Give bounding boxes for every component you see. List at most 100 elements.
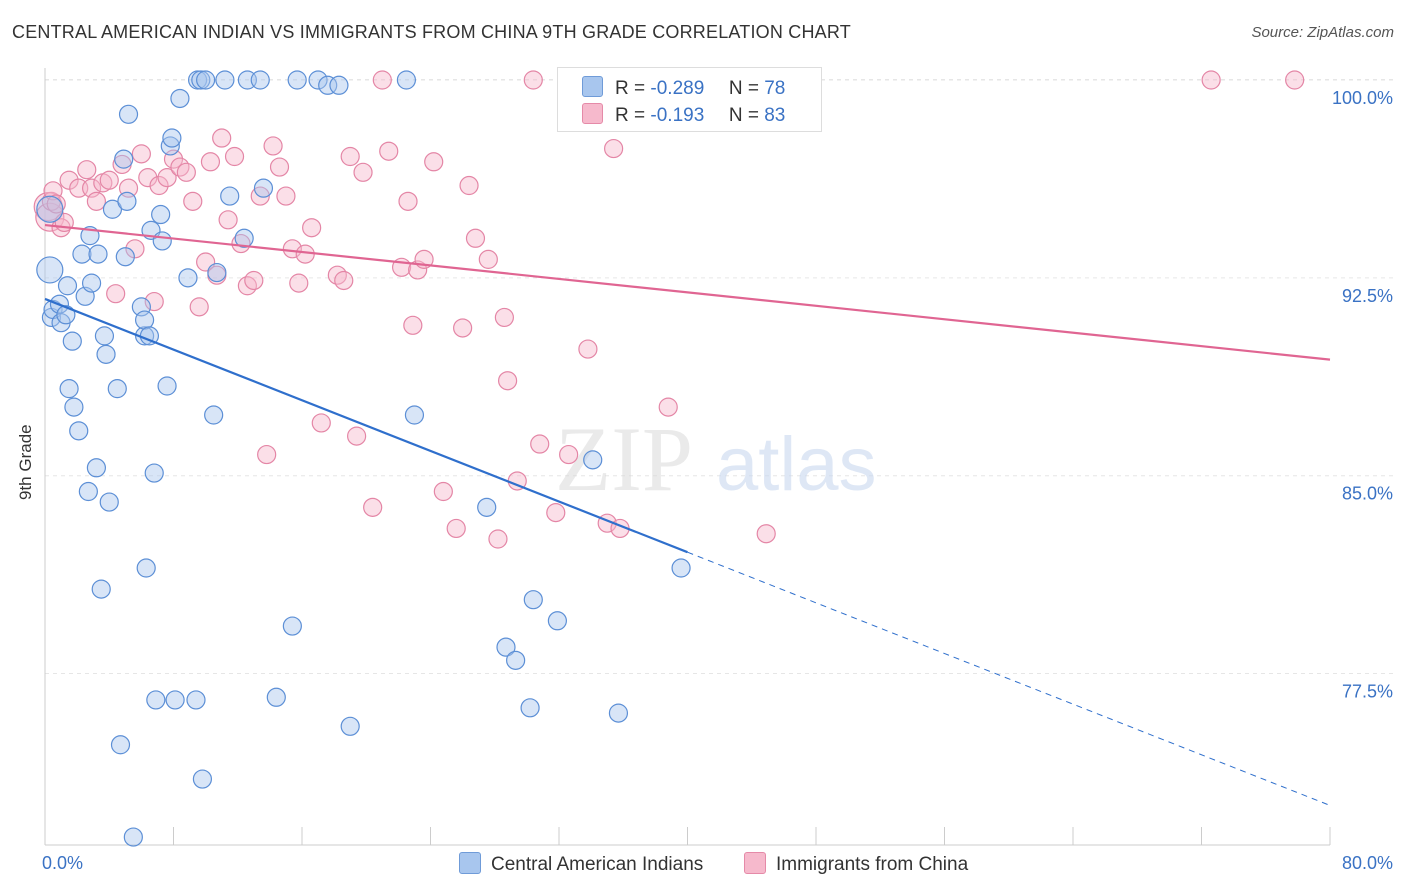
data-point <box>170 157 190 177</box>
data-point <box>204 405 224 425</box>
legend-label-cai: Central American Indians <box>491 854 704 875</box>
data-point <box>64 397 84 417</box>
data-point <box>36 195 64 223</box>
trend-line-cai-extension <box>687 551 1331 806</box>
data-point <box>96 344 116 364</box>
legend-swatch-china <box>744 852 766 874</box>
trend-line-cai <box>44 297 688 554</box>
data-point <box>131 144 151 164</box>
data-point <box>488 529 508 549</box>
data-point <box>86 191 107 211</box>
data-point <box>327 265 347 285</box>
data-point <box>224 146 245 167</box>
data-point <box>86 458 107 478</box>
data-point <box>379 141 399 161</box>
trend-line-china <box>44 223 1331 361</box>
data-point <box>196 70 216 90</box>
data-point <box>372 70 392 90</box>
data-point <box>234 228 254 248</box>
data-point <box>340 146 360 167</box>
data-point <box>136 558 156 578</box>
r-label: R = <box>615 105 646 126</box>
data-point <box>658 397 678 417</box>
legend-swatch-china <box>582 103 603 124</box>
data-point <box>403 315 423 335</box>
data-point <box>157 376 177 396</box>
source-label: Source: ZipAtlas.com <box>1251 24 1394 41</box>
series-cai-points <box>36 70 691 847</box>
n-label: N = <box>728 78 759 99</box>
data-point <box>237 276 257 296</box>
y-tick-label: 92.5% <box>1342 286 1393 306</box>
data-point <box>115 247 135 267</box>
watermark: ZIP atlas <box>555 408 877 510</box>
data-point <box>69 421 89 441</box>
data-point <box>207 262 227 283</box>
data-point <box>35 202 65 232</box>
y-tick-labels: 77.5% 85.0% 92.5% 100.0% <box>1332 88 1393 702</box>
data-point <box>523 590 543 610</box>
data-point <box>506 650 526 670</box>
data-point <box>523 70 543 90</box>
legend-swatch-cai <box>459 852 481 874</box>
data-point <box>56 305 76 325</box>
legend-item-cai: Central American Indians <box>459 852 703 876</box>
x-tick-labels: 0.0% 80.0% <box>42 853 1393 873</box>
data-point <box>220 186 240 206</box>
stats-row-cai: R = -0.289 N = 78 <box>582 76 785 100</box>
data-point <box>102 199 123 219</box>
data-point <box>62 331 82 351</box>
data-point <box>160 136 180 156</box>
r-label: R = <box>615 78 646 99</box>
data-point <box>212 128 232 148</box>
data-point <box>308 70 328 90</box>
data-point <box>144 463 164 483</box>
data-point <box>138 168 158 188</box>
data-point <box>494 307 514 328</box>
data-point <box>353 162 373 182</box>
data-point <box>99 492 119 512</box>
data-point <box>77 160 97 180</box>
y-axis-label: 9th Grade <box>16 424 35 500</box>
data-point <box>215 70 235 90</box>
data-point <box>157 168 177 188</box>
data-point <box>318 75 338 95</box>
data-point <box>170 88 190 109</box>
data-point <box>559 444 579 465</box>
data-point <box>178 268 198 288</box>
data-point <box>123 827 143 847</box>
data-point <box>404 405 425 425</box>
data-point <box>287 70 307 90</box>
data-point <box>88 244 108 264</box>
data-point <box>311 413 331 433</box>
data-point <box>218 210 238 230</box>
data-point <box>57 276 78 296</box>
data-point <box>459 175 479 196</box>
data-point <box>134 310 155 330</box>
data-point <box>398 191 418 211</box>
data-point <box>231 233 251 254</box>
y-tick-label: 100.0% <box>1332 88 1393 108</box>
data-point <box>149 175 169 196</box>
data-point <box>578 339 598 359</box>
grid-lines <box>45 79 1395 675</box>
legend-label-china: Immigrants from China <box>776 854 969 875</box>
data-point <box>446 518 466 539</box>
data-point <box>604 138 624 159</box>
r-value-china: -0.193 <box>650 105 705 126</box>
n-value-cai: 78 <box>764 78 786 99</box>
data-point <box>498 371 518 391</box>
data-point <box>81 273 102 293</box>
data-point <box>200 152 221 172</box>
data-point <box>165 690 185 710</box>
data-point <box>347 426 367 446</box>
data-point <box>146 690 166 710</box>
data-point <box>334 270 354 291</box>
data-point <box>106 284 126 304</box>
data-point <box>546 503 566 523</box>
data-point <box>496 637 516 657</box>
data-point <box>253 178 274 198</box>
data-point <box>191 70 211 90</box>
data-point <box>189 297 209 317</box>
